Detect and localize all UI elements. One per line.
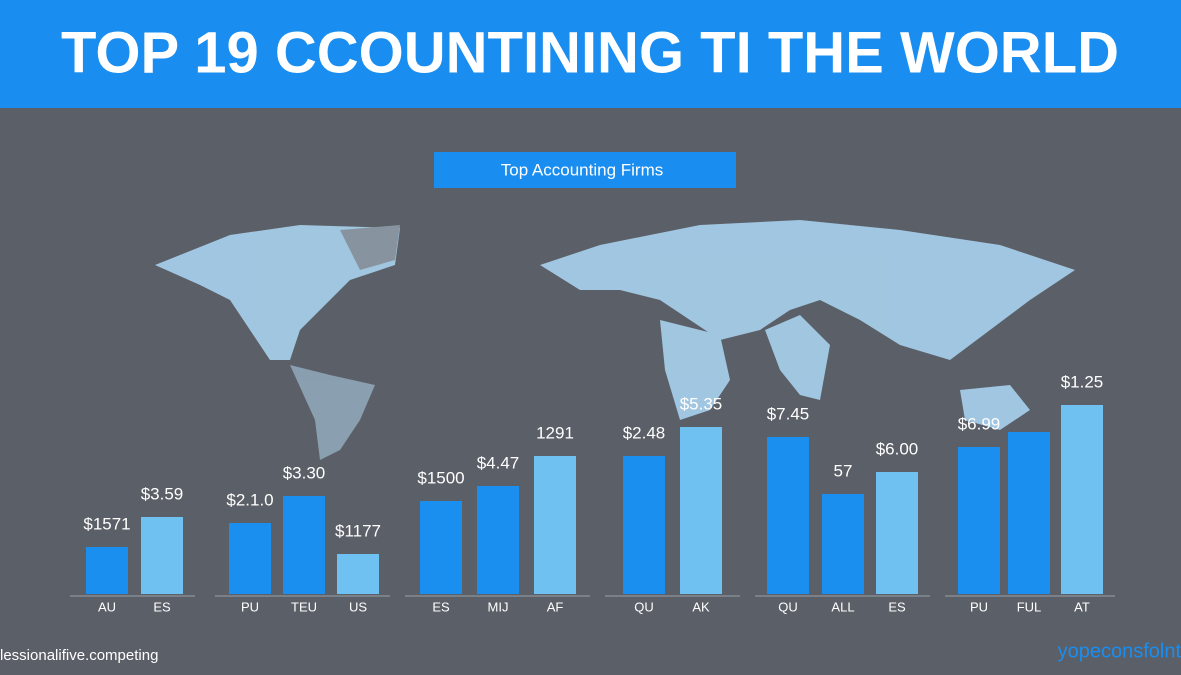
bar xyxy=(1008,432,1050,594)
subtitle-box xyxy=(434,152,736,188)
x-tick-label: MIJ xyxy=(488,599,509,614)
bar-annotation: $5.35 xyxy=(680,394,723,413)
bar-annotation: $1.25 xyxy=(1061,372,1104,391)
bar xyxy=(623,456,665,594)
x-tick-label: QU xyxy=(778,599,798,614)
bar-annotation: $1177 xyxy=(335,521,381,540)
header-band xyxy=(0,0,1181,108)
bar xyxy=(1061,405,1103,594)
bar-annotation: 1291 xyxy=(536,423,574,442)
bar-annotation: $2.48 xyxy=(623,423,666,442)
chart-title: TOP 19 CCOUNTINING TI THE WORLD xyxy=(61,20,1119,85)
chart-subtitle: Top Accounting Firms xyxy=(501,160,664,179)
bar xyxy=(680,427,722,594)
bar-annotation: 57 xyxy=(834,461,853,480)
footer-right: yopeconsfolnt xyxy=(1058,640,1181,662)
bar-annotation: $7.45 xyxy=(767,404,810,423)
x-tick-label: US xyxy=(349,599,367,614)
bar xyxy=(534,456,576,594)
x-tick-label: QU xyxy=(634,599,654,614)
bar xyxy=(767,437,809,594)
bar xyxy=(822,494,864,594)
x-tick-label: PU xyxy=(970,599,988,614)
bar xyxy=(283,496,325,594)
bar xyxy=(86,547,128,594)
x-tick-label: AK xyxy=(692,599,710,614)
x-tick-label: TEU xyxy=(291,599,317,614)
bar xyxy=(876,472,918,594)
bar xyxy=(420,501,462,594)
world-map xyxy=(155,220,1075,460)
bar-annotation: $1571 xyxy=(83,514,130,533)
x-tick-label: AT xyxy=(1074,599,1090,614)
x-tick-label: AU xyxy=(98,599,116,614)
x-tick-label: ES xyxy=(888,599,906,614)
bar xyxy=(229,523,271,594)
bar-annotation: $4.47 xyxy=(477,453,520,472)
x-tick-label: ALL xyxy=(831,599,854,614)
bar-annotation: $2.1.0 xyxy=(226,490,273,509)
bar xyxy=(958,447,1000,594)
x-tick-label: ES xyxy=(432,599,450,614)
footer-left: lessionalifive.competing xyxy=(0,647,158,664)
x-tick-label: ES xyxy=(153,599,171,614)
bar-annotation: $3.59 xyxy=(141,484,184,503)
bar-annotation: $6.99 xyxy=(958,414,1001,433)
x-tick-label: FUL xyxy=(1017,599,1042,614)
bar xyxy=(477,486,519,594)
bar-annotation: $1500 xyxy=(417,468,464,487)
x-tick-label: AF xyxy=(547,599,564,614)
bar xyxy=(337,554,379,594)
bar-annotation: $3.30 xyxy=(283,463,326,482)
bar xyxy=(141,517,183,594)
bar-annotation: $6.00 xyxy=(876,439,919,458)
x-tick-label: PU xyxy=(241,599,259,614)
